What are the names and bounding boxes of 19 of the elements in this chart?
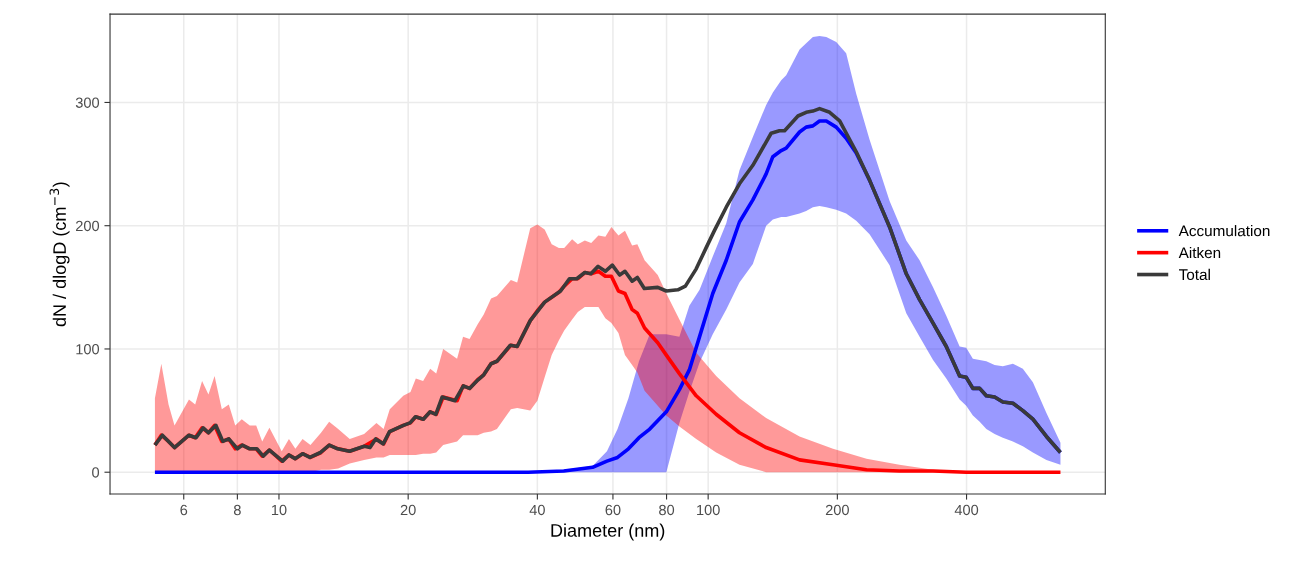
x-tick-label: 80 [659, 504, 675, 516]
legend-label: Total [1179, 268, 1210, 281]
x-tick-label: 40 [529, 504, 545, 516]
x-tick-label: 400 [954, 504, 979, 516]
legend-label: Aitken [1178, 246, 1221, 259]
x-tick-label: 100 [697, 504, 720, 516]
y-axis-title: dN / dlogD (cm$^{−3}$) [49, 182, 70, 327]
x-tick-label: 20 [400, 504, 416, 516]
y-tick-label: 100 [76, 344, 100, 355]
y-tick-label: 0 [92, 467, 100, 478]
x-tick-label: 60 [605, 504, 621, 516]
x-tick-label: 8 [233, 504, 241, 516]
y-tick-label: 200 [76, 220, 100, 232]
legend-label: Accumulation [1178, 225, 1270, 237]
x-tick-label: 10 [271, 504, 287, 516]
x-tick-label: 6 [180, 504, 188, 516]
x-axis-title: Diameter (nm) [551, 523, 665, 541]
x-tick-label: 200 [825, 504, 849, 516]
y-tick-label: 300 [75, 97, 100, 108]
